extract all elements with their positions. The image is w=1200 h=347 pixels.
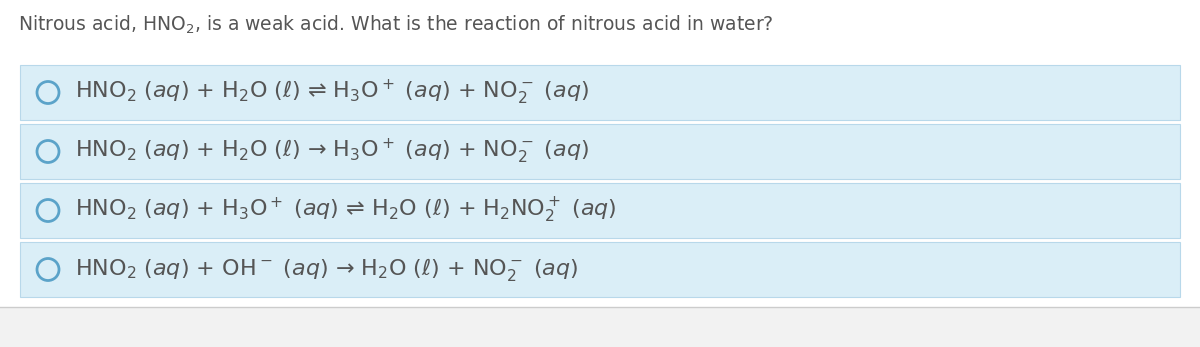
FancyBboxPatch shape — [20, 65, 1180, 120]
FancyBboxPatch shape — [20, 183, 1180, 238]
Text: HNO$_2$ $(aq)$ + H$_3$O$^+$ $(aq)$ $⇌$ H$_2$O $(ℓ)$ + H$_2$NO$_2^+$ $(aq)$: HNO$_2$ $(aq)$ + H$_3$O$^+$ $(aq)$ $⇌$ H… — [74, 196, 617, 225]
FancyBboxPatch shape — [20, 242, 1180, 297]
FancyBboxPatch shape — [20, 124, 1180, 179]
Text: HNO$_2$ $(aq)$ + OH$^-$ $(aq)$ $→$ H$_2$O $(ℓ)$ + NO$_2^-$ $(aq)$: HNO$_2$ $(aq)$ + OH$^-$ $(aq)$ $→$ H$_2$… — [74, 256, 578, 283]
Text: Nitrous acid, HNO$_2$, is a weak acid. What is the reaction of nitrous acid in w: Nitrous acid, HNO$_2$, is a weak acid. W… — [18, 14, 774, 36]
Text: HNO$_2$ $(aq)$ + H$_2$O $(ℓ)$ $⇌$ H$_3$O$^+$ $(aq)$ + NO$_2^-$ $(aq)$: HNO$_2$ $(aq)$ + H$_2$O $(ℓ)$ $⇌$ H$_3$O… — [74, 78, 589, 107]
Bar — [0, 307, 1200, 347]
Text: HNO$_2$ $(aq)$ + H$_2$O $(ℓ)$ $→$ H$_3$O$^+$ $(aq)$ + NO$_2^-$ $(aq)$: HNO$_2$ $(aq)$ + H$_2$O $(ℓ)$ $→$ H$_3$O… — [74, 137, 589, 166]
